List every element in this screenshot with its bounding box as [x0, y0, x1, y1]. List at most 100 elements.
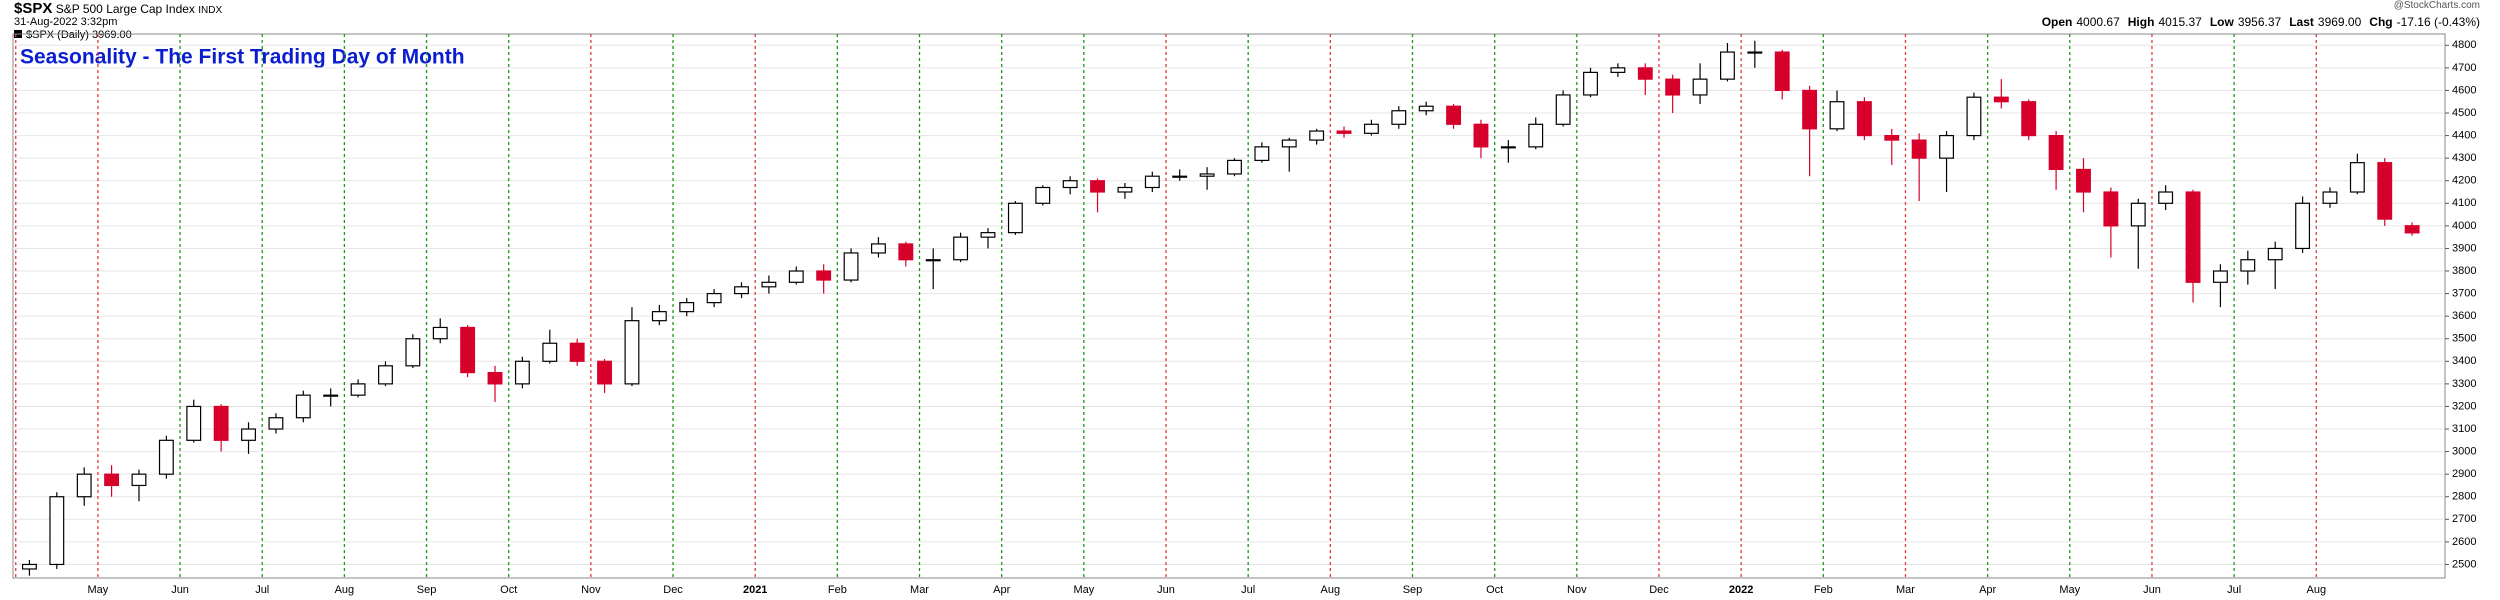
- y-tick-label: 3500: [2452, 333, 2476, 345]
- candle-body: [2240, 259, 2256, 272]
- candle-body: [1802, 89, 1818, 130]
- quote-value: 3956.37: [2237, 15, 2282, 29]
- quote-value: -17.16 (-0.43%): [2396, 15, 2480, 29]
- quote-label: Last: [2289, 15, 2314, 29]
- y-tick-label: 4200: [2452, 175, 2476, 187]
- x-tick-label: Aug: [1321, 584, 1341, 596]
- x-tick-label: Nov: [581, 584, 601, 596]
- candle-body: [2349, 162, 2365, 193]
- candle-body: [2103, 191, 2119, 227]
- candle-body: [2185, 191, 2201, 283]
- candle-body: [1856, 101, 1872, 137]
- candle-body: [1090, 180, 1105, 193]
- candle-body: [1281, 139, 1297, 148]
- candle-body: [1692, 78, 1708, 96]
- candle-body: [2048, 134, 2064, 171]
- candle-body: [2212, 270, 2228, 283]
- candle-body: [679, 302, 695, 313]
- x-tick-label: Jul: [255, 584, 269, 596]
- chart-title: Seasonality - The First Trading Day of M…: [20, 46, 465, 69]
- candle-body: [870, 243, 886, 254]
- candle-body: [1500, 146, 1516, 149]
- x-tick-label: Jul: [1241, 584, 1255, 596]
- candle-body: [788, 270, 804, 283]
- y-tick-label: 3000: [2452, 445, 2476, 457]
- candle-body: [1555, 94, 1571, 125]
- candle-body: [21, 563, 37, 570]
- candle-body: [405, 338, 421, 367]
- candle-body: [432, 326, 448, 340]
- y-tick-label: 3400: [2452, 355, 2476, 367]
- y-tick-label: 2600: [2452, 536, 2476, 548]
- candle-body: [925, 259, 941, 262]
- x-tick-label: May: [88, 584, 109, 596]
- candle-body: [953, 236, 969, 261]
- quote-label: High: [2127, 15, 2155, 29]
- quote-value: 3969.00: [2317, 15, 2362, 29]
- y-tick-label: 4600: [2452, 84, 2476, 96]
- y-tick-label: 3900: [2452, 242, 2476, 254]
- candle-body: [843, 252, 859, 281]
- candle-body: [2158, 191, 2174, 204]
- candle-body: [1583, 71, 1598, 96]
- x-tick-label: Dec: [663, 584, 683, 596]
- candle-body: [131, 473, 147, 487]
- candle-body: [1254, 146, 1270, 162]
- datetime: 31-Aug-2022 3:32pm: [14, 16, 118, 28]
- y-tick-label: 2800: [2452, 491, 2476, 503]
- y-tick-label: 3700: [2452, 287, 2476, 299]
- y-tick-label: 4100: [2452, 197, 2476, 209]
- candle-body: [104, 473, 120, 487]
- quote-value: 4015.37: [2158, 15, 2202, 29]
- candle-body: [898, 243, 914, 261]
- candle-body: [2267, 247, 2283, 261]
- candle-body: [1446, 105, 1462, 125]
- x-tick-label: Feb: [1814, 584, 1833, 596]
- candle-body: [706, 292, 722, 304]
- x-tick-label: Sep: [1403, 584, 1423, 596]
- candle-body: [1363, 123, 1379, 134]
- symbol-line: $SPX S&P 500 Large Cap Index INDX: [14, 0, 222, 17]
- candle-body: [1939, 134, 1954, 159]
- candle-body: [213, 405, 229, 441]
- candle-body: [323, 394, 339, 397]
- symbol: $SPX: [14, 0, 53, 17]
- candle-body: [2076, 168, 2091, 193]
- copyright: @StockCharts.com: [2393, 0, 2480, 11]
- candle-body: [268, 417, 284, 430]
- x-tick-label: Aug: [2306, 584, 2326, 596]
- candle-body: [1665, 78, 1681, 96]
- quote-label: Chg: [2369, 15, 2393, 29]
- candle-body: [1418, 105, 1434, 112]
- quote-value: 4000.67: [2076, 15, 2120, 29]
- candle-body: [378, 365, 393, 385]
- x-tick-label: Apr: [1979, 584, 1996, 596]
- candle-body: [542, 342, 558, 362]
- candle-body: [1966, 96, 1982, 137]
- candle-body: [1637, 67, 1653, 80]
- candle-body: [295, 394, 311, 419]
- candle-body: [1144, 175, 1160, 189]
- x-tick-label: Sep: [417, 584, 437, 596]
- y-tick-label: 4700: [2452, 62, 2476, 74]
- candle-body: [569, 342, 585, 362]
- y-tick-label: 3100: [2452, 423, 2476, 435]
- y-tick-label: 4400: [2452, 129, 2476, 141]
- plot-frame: [12, 33, 2446, 579]
- candle-body: [1391, 110, 1407, 125]
- x-tick-label: Mar: [910, 584, 929, 596]
- candle-body: [1993, 96, 2009, 103]
- x-tick-label: Feb: [828, 584, 847, 596]
- candle-body: [76, 473, 92, 498]
- candle-body: [2295, 202, 2311, 250]
- candle-body: [980, 232, 996, 238]
- y-tick-label: 3300: [2452, 378, 2476, 390]
- y-tick-label: 2900: [2452, 468, 2476, 480]
- candle-body: [1911, 139, 1927, 159]
- candle-body: [186, 405, 202, 441]
- candle-body: [1747, 51, 1763, 54]
- x-tick-label: Jul: [2227, 584, 2241, 596]
- y-tick-label: 3200: [2452, 400, 2476, 412]
- candle-body: [1007, 202, 1023, 234]
- candle-body: [816, 270, 832, 281]
